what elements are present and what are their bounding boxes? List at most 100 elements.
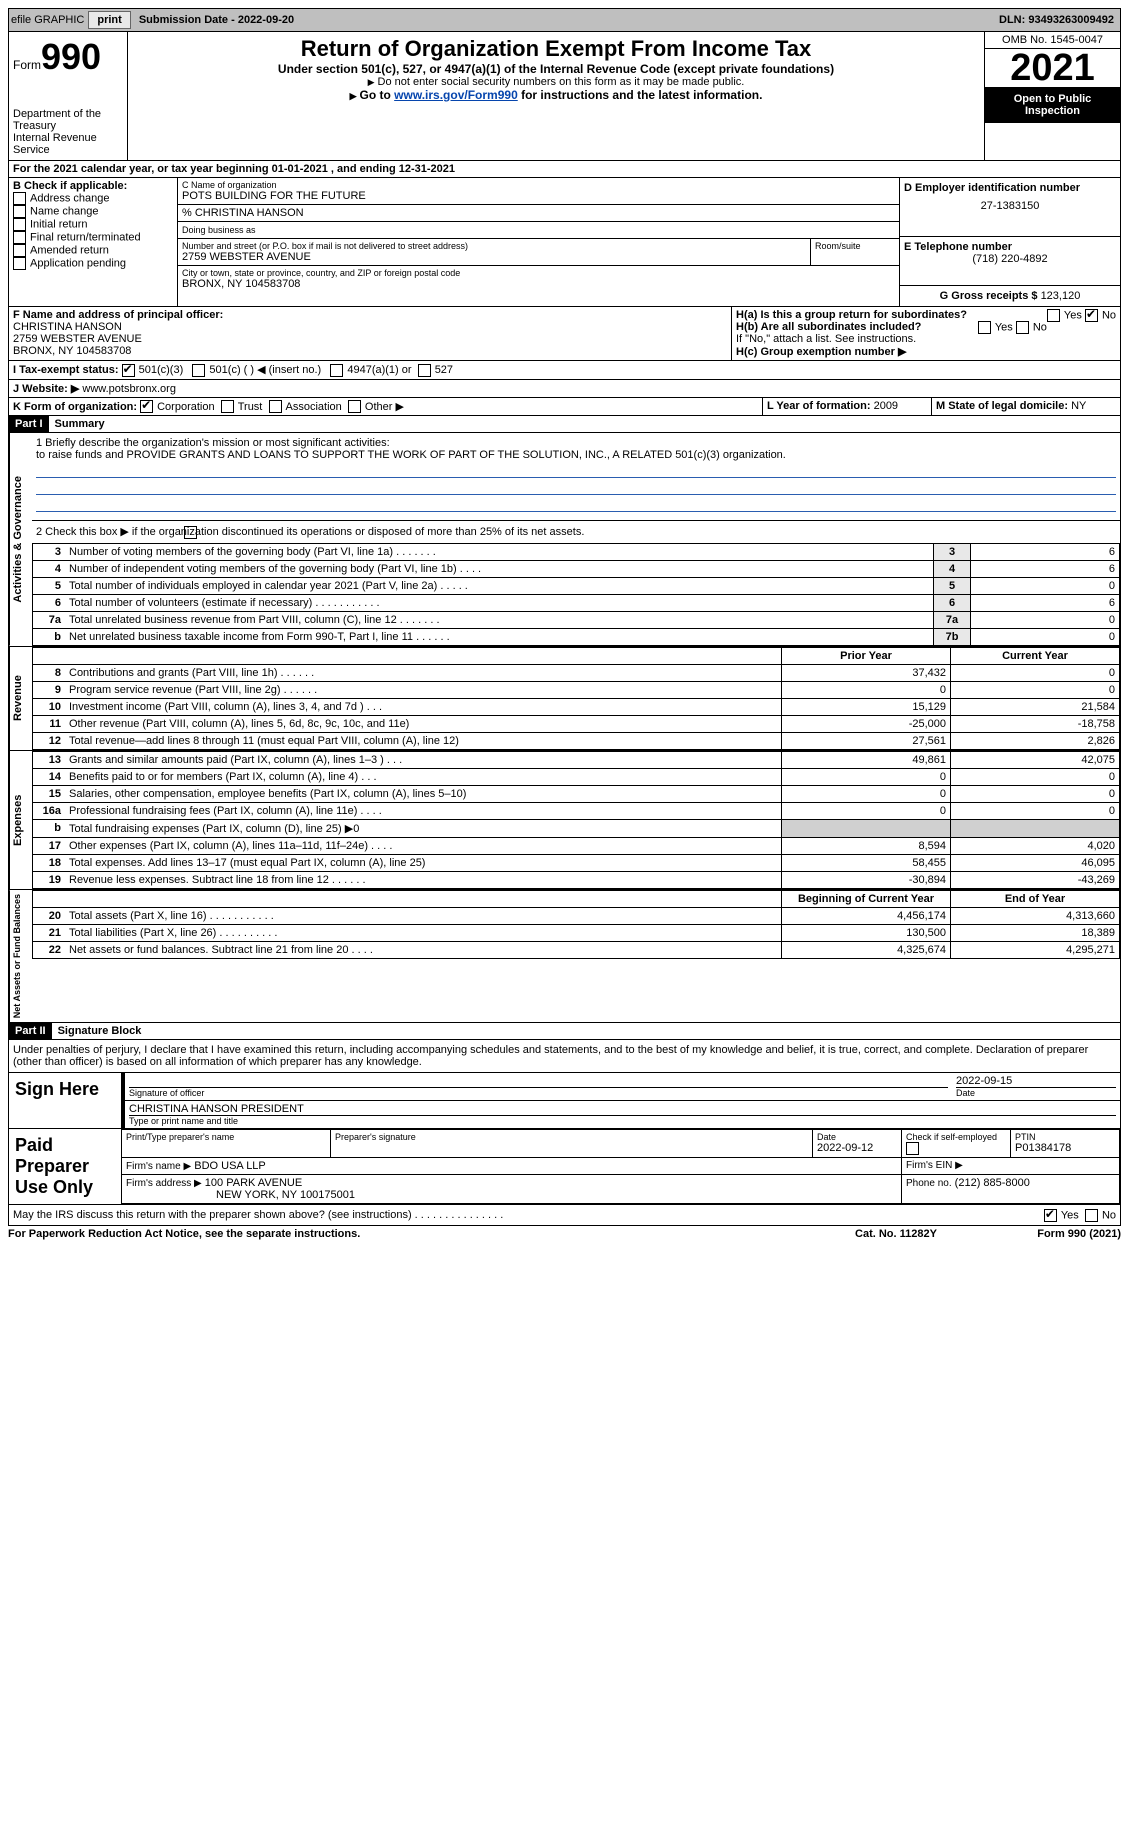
part1-bar: Part I [9, 416, 49, 432]
part2-bar: Part II [9, 1023, 52, 1039]
tab-activities: Activities & Governance [9, 433, 32, 646]
sign-here-label: Sign Here [9, 1073, 121, 1128]
l1-label: 1 Briefly describe the organization's mi… [36, 437, 1116, 449]
footer-form: Form 990 (2021) [971, 1228, 1121, 1240]
l-value: 2009 [874, 400, 898, 412]
sig-date-label: Date [956, 1087, 1116, 1098]
d-ein-value: 27-1383150 [904, 200, 1116, 212]
b-heading: B Check if applicable: [13, 180, 173, 192]
form-word: Form [13, 58, 41, 72]
discuss-label: May the IRS discuss this return with the… [13, 1209, 503, 1221]
i-501c-checkbox[interactable] [192, 364, 205, 377]
note-goto: Go to www.irs.gov/Form990 for instructio… [132, 88, 980, 102]
firm-name: BDO USA LLP [194, 1160, 266, 1172]
l2-text: 2 Check this box ▶ if the organization d… [36, 526, 584, 538]
e-phone-label: E Telephone number [904, 241, 1116, 253]
street-value: 2759 WEBSTER AVENUE [182, 251, 806, 263]
b-checkbox[interactable] [13, 192, 26, 205]
self-employed-checkbox[interactable] [906, 1142, 919, 1155]
form-header: Form990 Department of the Treasury Inter… [8, 32, 1121, 161]
paid-preparer-label: Paid Preparer Use Only [9, 1129, 121, 1204]
k-other-checkbox[interactable] [348, 400, 361, 413]
p-sig-label: Preparer's signature [331, 1129, 813, 1157]
hb-yes-checkbox[interactable] [978, 321, 991, 334]
note-ssn: Do not enter social security numbers on … [132, 76, 980, 88]
block-bcdeg: B Check if applicable: Address changeNam… [8, 178, 1121, 307]
tab-expenses: Expenses [9, 751, 32, 889]
b-checkbox[interactable] [13, 218, 26, 231]
print-button[interactable]: print [88, 11, 130, 29]
footer-pra: For Paperwork Reduction Act Notice, see … [8, 1228, 821, 1240]
form-number: 990 [41, 36, 101, 77]
k-corp-checkbox[interactable] [140, 400, 153, 413]
b-checkbox[interactable] [13, 257, 26, 270]
f-addr1: 2759 WEBSTER AVENUE [13, 333, 727, 345]
i-4947-checkbox[interactable] [330, 364, 343, 377]
l1-text: to raise funds and PROVIDE GRANTS AND LO… [36, 449, 1116, 461]
d-ein-label: D Employer identification number [904, 182, 1116, 194]
dept-treasury: Department of the Treasury [13, 108, 123, 132]
top-toolbar: efile GRAPHIC print Submission Date - 20… [8, 8, 1121, 32]
m-label: M State of legal domicile: [936, 400, 1068, 412]
discuss-no-checkbox[interactable] [1085, 1209, 1098, 1222]
discuss-yes-checkbox[interactable] [1044, 1209, 1057, 1222]
sig-name-title: CHRISTINA HANSON PRESIDENT [129, 1103, 1116, 1115]
efile-label: efile GRAPHIC [11, 14, 84, 26]
hb-no-checkbox[interactable] [1016, 321, 1029, 334]
tab-revenue: Revenue [9, 647, 32, 750]
section-activities: Activities & Governance 1 Briefly descri… [8, 433, 1121, 647]
ha-label: H(a) Is this a group return for subordin… [736, 309, 967, 321]
firm-phone: (212) 885-8000 [955, 1177, 1030, 1189]
city-label: City or town, state or province, country… [182, 268, 895, 278]
p-name-label: Print/Type preparer's name [122, 1129, 331, 1157]
p-date-value: 2022-09-12 [817, 1142, 897, 1154]
form-title: Return of Organization Exempt From Incom… [132, 36, 980, 62]
part1-title: Summary [49, 416, 111, 432]
care-of: % CHRISTINA HANSON [178, 205, 899, 222]
form-subtitle: Under section 501(c), 527, or 4947(a)(1)… [132, 62, 980, 76]
g-gross-label: G Gross receipts $ [940, 290, 1038, 302]
k-assoc-checkbox[interactable] [269, 400, 282, 413]
tab-netassets: Net Assets or Fund Balances [9, 890, 32, 1022]
section-netassets: Net Assets or Fund Balances Beginning of… [8, 890, 1121, 1023]
b-checkbox[interactable] [13, 231, 26, 244]
section-revenue: Revenue Prior YearCurrent Year8Contribut… [8, 647, 1121, 751]
firm-ein-label: Firm's EIN ▶ [902, 1157, 1120, 1174]
block-fh: F Name and address of principal officer:… [8, 307, 1121, 361]
ha-yes-checkbox[interactable] [1047, 309, 1060, 322]
signature-block: Under penalties of perjury, I declare th… [8, 1040, 1121, 1226]
b-checkbox[interactable] [13, 244, 26, 257]
f-name: CHRISTINA HANSON [13, 321, 727, 333]
f-addr2: BRONX, NY 104583708 [13, 345, 727, 357]
street-label: Number and street (or P.O. box if mail i… [182, 241, 806, 251]
sig-name-title-label: Type or print name and title [129, 1115, 1116, 1126]
irs-link[interactable]: www.irs.gov/Form990 [394, 88, 518, 102]
open-public: Open to Public Inspection [985, 87, 1120, 123]
l2-checkbox[interactable] [184, 526, 197, 539]
org-name: POTS BUILDING FOR THE FUTURE [182, 190, 895, 202]
m-value: NY [1071, 400, 1086, 412]
ha-no-checkbox[interactable] [1085, 309, 1098, 322]
j-website: www.potsbronx.org [82, 383, 176, 395]
i-501c3-checkbox[interactable] [122, 364, 135, 377]
e-phone-value: (718) 220-4892 [904, 253, 1116, 265]
dba-label: Doing business as [182, 225, 256, 235]
sig-officer-label: Signature of officer [129, 1087, 948, 1098]
k-label: K Form of organization: [13, 401, 137, 413]
section-expenses: Expenses 13Grants and similar amounts pa… [8, 751, 1121, 890]
sig-date-value: 2022-09-15 [956, 1075, 1116, 1087]
g-gross-value: 123,120 [1041, 290, 1081, 302]
k-trust-checkbox[interactable] [221, 400, 234, 413]
hc-label: H(c) Group exemption number ▶ [736, 345, 1116, 358]
submission-date: Submission Date - 2022-09-20 [135, 14, 298, 26]
ptin-value: P01384178 [1015, 1142, 1115, 1154]
footer-cat: Cat. No. 11282Y [821, 1228, 971, 1240]
part2-title: Signature Block [52, 1023, 148, 1039]
c-name-label: C Name of organization [182, 180, 895, 190]
l-label: L Year of formation: [767, 400, 871, 412]
tax-year: 2021 [985, 49, 1120, 87]
i-527-checkbox[interactable] [418, 364, 431, 377]
hb-label: H(b) Are all subordinates included? [736, 321, 921, 333]
b-checkbox[interactable] [13, 205, 26, 218]
firm-addr1: 100 PARK AVENUE [205, 1177, 302, 1189]
